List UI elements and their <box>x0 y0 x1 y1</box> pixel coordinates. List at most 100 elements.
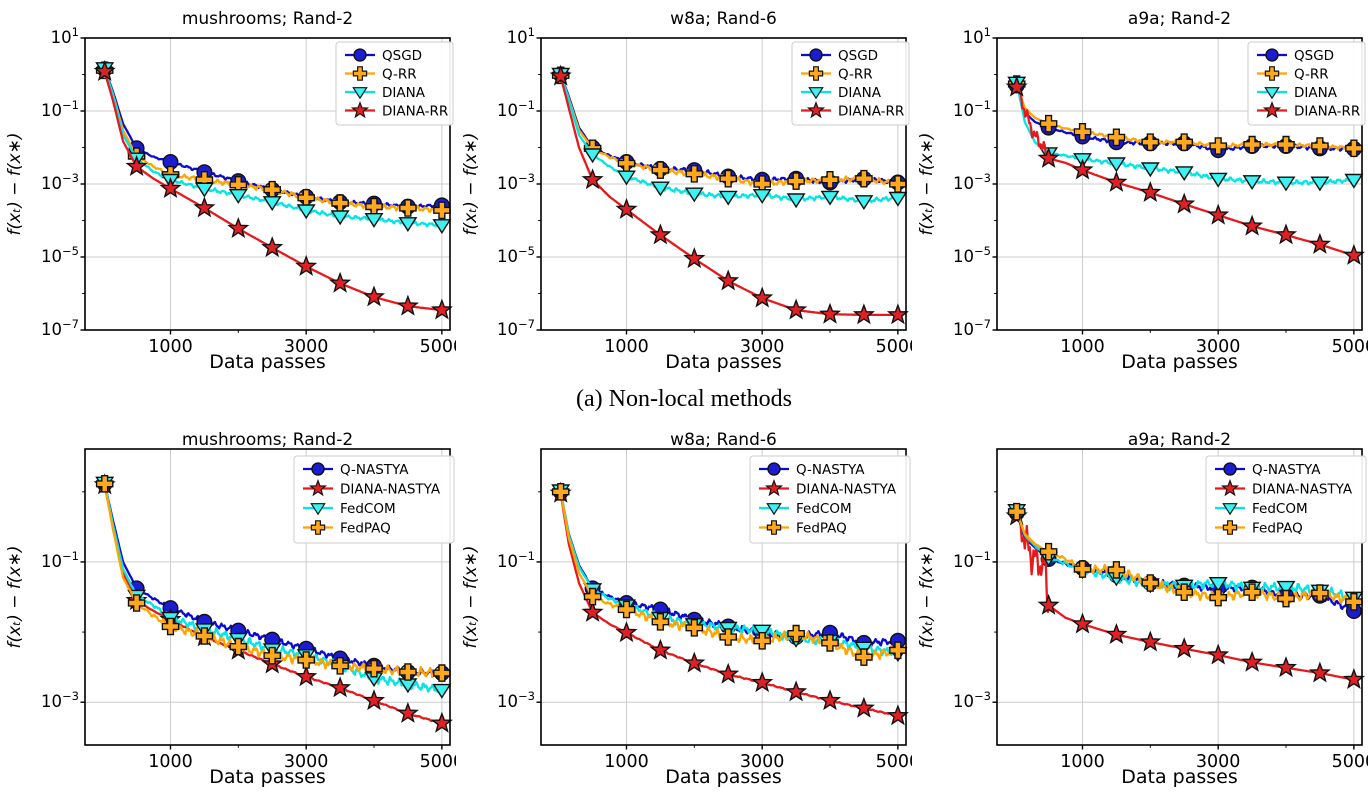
axis-ticks <box>992 37 1355 335</box>
y-axis-label: f(xₜ) − f(x∗) <box>461 546 481 649</box>
legend-label-FedCOM: FedCOM <box>340 501 396 517</box>
legend: Q-NASTYA DIANA-NASTYA FedCOM FedPAQ <box>293 455 455 544</box>
legend-label-DIANA-NASTYA: DIANA-NASTYA <box>796 481 897 497</box>
chart-row-top: 1000 3000 5000 101 10−1 10−3 10−5 10−7 mushrooms… <box>0 0 1368 380</box>
series-markers-FedPAQ <box>95 474 451 682</box>
svg-text:10−7: 10−7 <box>41 317 79 339</box>
chart-svg-top-w8a: 1000 3000 5000 101 10−1 10−3 10−5 10−7 w8a; Rand… <box>461 9 912 373</box>
svg-text:10−1: 10−1 <box>953 98 991 120</box>
svg-text:10−5: 10−5 <box>497 244 535 266</box>
legend: Q-NASTYA DIANA-NASTYA FedCOM FedPAQ <box>1205 455 1367 544</box>
legend-label-QSGD: QSGD <box>382 48 422 64</box>
chart-row-bottom: 1000 3000 5000 10−1 10−3 mushrooms; Rand-2 Dat… <box>0 420 1368 805</box>
legend: Q-NASTYA DIANA-NASTYA FedCOM FedPAQ <box>749 455 911 544</box>
svg-text:1000: 1000 <box>1060 337 1105 357</box>
svg-text:10−7: 10−7 <box>953 317 991 339</box>
x-axis-label: Data passes <box>209 766 326 788</box>
svg-text:10−7: 10−7 <box>497 317 535 339</box>
svg-text:10−3: 10−3 <box>41 171 79 193</box>
plot-frame <box>540 448 907 746</box>
axis-ticks <box>992 491 1355 750</box>
svg-text:10−1: 10−1 <box>953 549 991 571</box>
svg-text:10−3: 10−3 <box>497 689 535 711</box>
legend-label-Q-NASTYA: Q-NASTYA <box>1252 462 1321 478</box>
chart-a9a-rand2-nonlocal: 1000 3000 5000 101 10−1 10−3 10−5 10−7 a9a; Rand… <box>912 0 1368 380</box>
legend-label-FedPAQ: FedPAQ <box>340 520 391 536</box>
svg-text:10−1: 10−1 <box>497 98 535 120</box>
series-markers-FedPAQ <box>551 483 907 666</box>
legend-label-DIANA-NASTYA: DIANA-NASTYA <box>340 481 441 497</box>
legend-label-QSGD: QSGD <box>1294 48 1334 64</box>
legend-label-DIANA-RR: DIANA-RR <box>1294 103 1360 119</box>
series-DIANA-RR <box>1005 75 1365 265</box>
series-markers-DIANA <box>551 67 908 211</box>
chart-w8a-rand6-nonlocal: 1000 3000 5000 101 10−1 10−3 10−5 10−7 w8a; Rand… <box>456 0 912 380</box>
legend-label-FedPAQ: FedPAQ <box>796 520 847 536</box>
svg-text:5000: 5000 <box>876 752 912 772</box>
y-axis-label: f(xₜ) − f(x∗) <box>5 546 25 649</box>
plot-frame <box>996 448 1363 746</box>
svg-text:3000: 3000 <box>284 752 329 772</box>
svg-text:10−3: 10−3 <box>41 689 79 711</box>
series-DIANA-RR <box>549 64 909 325</box>
chart-mushrooms-rand2-local: 1000 3000 5000 10−1 10−3 mushrooms; Rand-2 Dat… <box>0 420 456 805</box>
svg-text:101: 101 <box>963 25 991 47</box>
figure-caption: (a) Non-local methods <box>576 386 792 412</box>
svg-text:1000: 1000 <box>148 752 193 772</box>
svg-text:10−5: 10−5 <box>41 244 79 266</box>
legend-label-Q-RR: Q-RR <box>1294 66 1329 82</box>
x-axis-label: Data passes <box>1121 351 1238 373</box>
legend-label-Q-RR: Q-RR <box>838 66 873 82</box>
series-DIANA <box>551 67 908 211</box>
series-markers-DIANA-RR <box>1005 75 1365 265</box>
series-Q-RR <box>1007 75 1363 158</box>
series-FedPAQ <box>95 474 451 682</box>
svg-text:5000: 5000 <box>1332 752 1368 772</box>
y-axis-label: f(xₜ) − f(x∗) <box>5 133 25 236</box>
svg-text:10−3: 10−3 <box>497 171 535 193</box>
axis-ticks <box>536 491 899 750</box>
svg-text:3000: 3000 <box>1196 337 1241 357</box>
chart-title: mushrooms; Rand-2 <box>182 430 353 450</box>
chart-title: a9a; Rand-2 <box>1128 430 1231 450</box>
x-axis-label: Data passes <box>665 351 782 373</box>
legend-label-FedCOM: FedCOM <box>796 501 852 517</box>
chart-a9a-rand2-local: 1000 3000 5000 10−1 10−3 a9a; Rand-2 Data pass… <box>912 420 1368 805</box>
legend: QSGD Q-RR DIANA DIANA-RR <box>335 41 454 126</box>
chart-title: w8a; Rand-6 <box>670 430 777 450</box>
svg-text:5000: 5000 <box>420 752 456 772</box>
series-DIANA-RR <box>93 60 453 320</box>
legend-label-QSGD: QSGD <box>838 48 878 64</box>
y-axis-label: f(xₜ) − f(x∗) <box>917 546 937 649</box>
svg-text:10−1: 10−1 <box>497 549 535 571</box>
series-FedPAQ <box>551 483 907 666</box>
svg-text:3000: 3000 <box>740 337 785 357</box>
axis-tick-labels: 1000 3000 5000 10−1 10−3 <box>497 549 912 772</box>
svg-text:5000: 5000 <box>876 337 912 357</box>
y-axis-label: f(xₜ) − f(x∗) <box>917 133 937 236</box>
legend-label-DIANA-NASTYA: DIANA-NASTYA <box>1252 481 1353 497</box>
axis-ticks <box>536 37 899 335</box>
legend-label-Q-NASTYA: Q-NASTYA <box>340 462 409 478</box>
svg-text:10−3: 10−3 <box>953 171 991 193</box>
chart-title: a9a; Rand-2 <box>1128 9 1231 29</box>
svg-text:1000: 1000 <box>148 337 193 357</box>
legend-label-DIANA-RR: DIANA-RR <box>382 103 448 119</box>
svg-text:1000: 1000 <box>604 752 649 772</box>
svg-text:1000: 1000 <box>604 337 649 357</box>
svg-text:1000: 1000 <box>1060 752 1105 772</box>
legend: QSGD Q-RR DIANA DIANA-RR <box>1247 41 1366 126</box>
chart-svg-bottom-w8a: 1000 3000 5000 10−1 10−3 w8a; Rand-6 Data pass… <box>461 430 912 788</box>
legend-label-DIANA: DIANA <box>1294 85 1338 101</box>
svg-text:3000: 3000 <box>740 752 785 772</box>
series-markers-DIANA-RR <box>549 64 909 325</box>
svg-text:10−1: 10−1 <box>41 549 79 571</box>
series-markers-DIANA-RR <box>93 60 453 320</box>
legend: QSGD Q-RR DIANA DIANA-RR <box>791 41 910 126</box>
axis-tick-labels: 1000 3000 5000 10−1 10−3 <box>41 549 456 772</box>
legend-label-DIANA: DIANA <box>838 85 882 101</box>
svg-text:5000: 5000 <box>1332 337 1368 357</box>
legend-label-Q-RR: Q-RR <box>382 66 417 82</box>
svg-text:3000: 3000 <box>284 337 329 357</box>
svg-text:5000: 5000 <box>420 337 456 357</box>
